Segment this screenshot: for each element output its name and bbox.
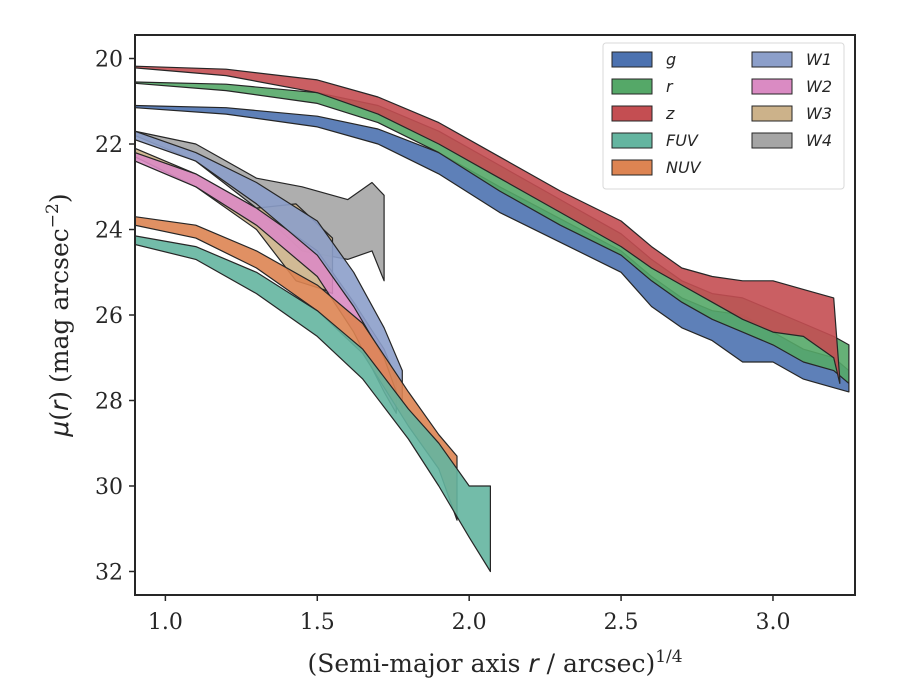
legend-item-w2: W2 [751,77,832,96]
y-tick-label: 28 [95,389,123,414]
legend-item-z: z [611,104,675,123]
x-tick-label: 1.0 [148,610,183,635]
legend-item-r: r [611,77,674,96]
band-fuv [135,235,491,573]
legend-label: W2 [806,77,832,96]
x-tick-label: 3.0 [755,610,790,635]
y-tick-label: 22 [95,133,123,158]
x-tick-label: 1.5 [300,610,335,635]
x-tick-label: 2.0 [452,610,487,635]
legend-label: W4 [806,131,832,150]
y-axis-ticks: 20 22 24 26 28 30 32 [95,48,135,585]
legend-label: FUV [666,131,699,150]
band-z [135,65,841,384]
legend-item-w1: W1 [751,50,832,69]
legend-swatch [751,78,793,95]
legend-item-w4: W4 [751,131,832,150]
legend-label: z [665,104,675,123]
legend: grz FUV NUV W1 W2 W3 W4 [602,42,845,190]
legend-label: r [666,77,674,96]
y-tick-label: 30 [95,475,123,500]
y-tick-label: 24 [95,219,123,244]
legend-label: W3 [806,104,832,123]
legend-label: W1 [806,50,832,69]
legend-swatch [751,132,793,149]
y-tick-label: 20 [95,48,123,73]
x-axis-label: (Semi-major axis r / arcsec)1/4 [307,647,682,678]
legend-swatch [611,78,653,95]
band-nuv [135,216,458,521]
legend-item-w3: W3 [751,104,832,123]
y-tick-label: 26 [95,304,123,329]
legend-swatch [751,105,793,122]
legend-item-nuv: NUV [611,158,702,177]
y-tick-label: 32 [95,560,123,585]
legend-swatch [611,105,653,122]
legend-swatch [611,159,653,176]
legend-item-g: g [611,50,676,69]
legend-swatch [611,51,653,68]
legend-label: NUV [666,158,702,177]
x-axis-ticks: 1.0 1.5 2.0 2.5 3.0 [148,595,790,635]
legend-swatch [611,132,653,149]
x-tick-label: 2.5 [604,610,639,635]
plot-area [135,65,850,573]
y-axis-label: μ(r) (mag arcsec−2) [43,193,74,437]
legend-swatch [751,51,793,68]
legend-label: g [666,50,676,69]
legend-item-fuv: FUV [611,131,699,150]
